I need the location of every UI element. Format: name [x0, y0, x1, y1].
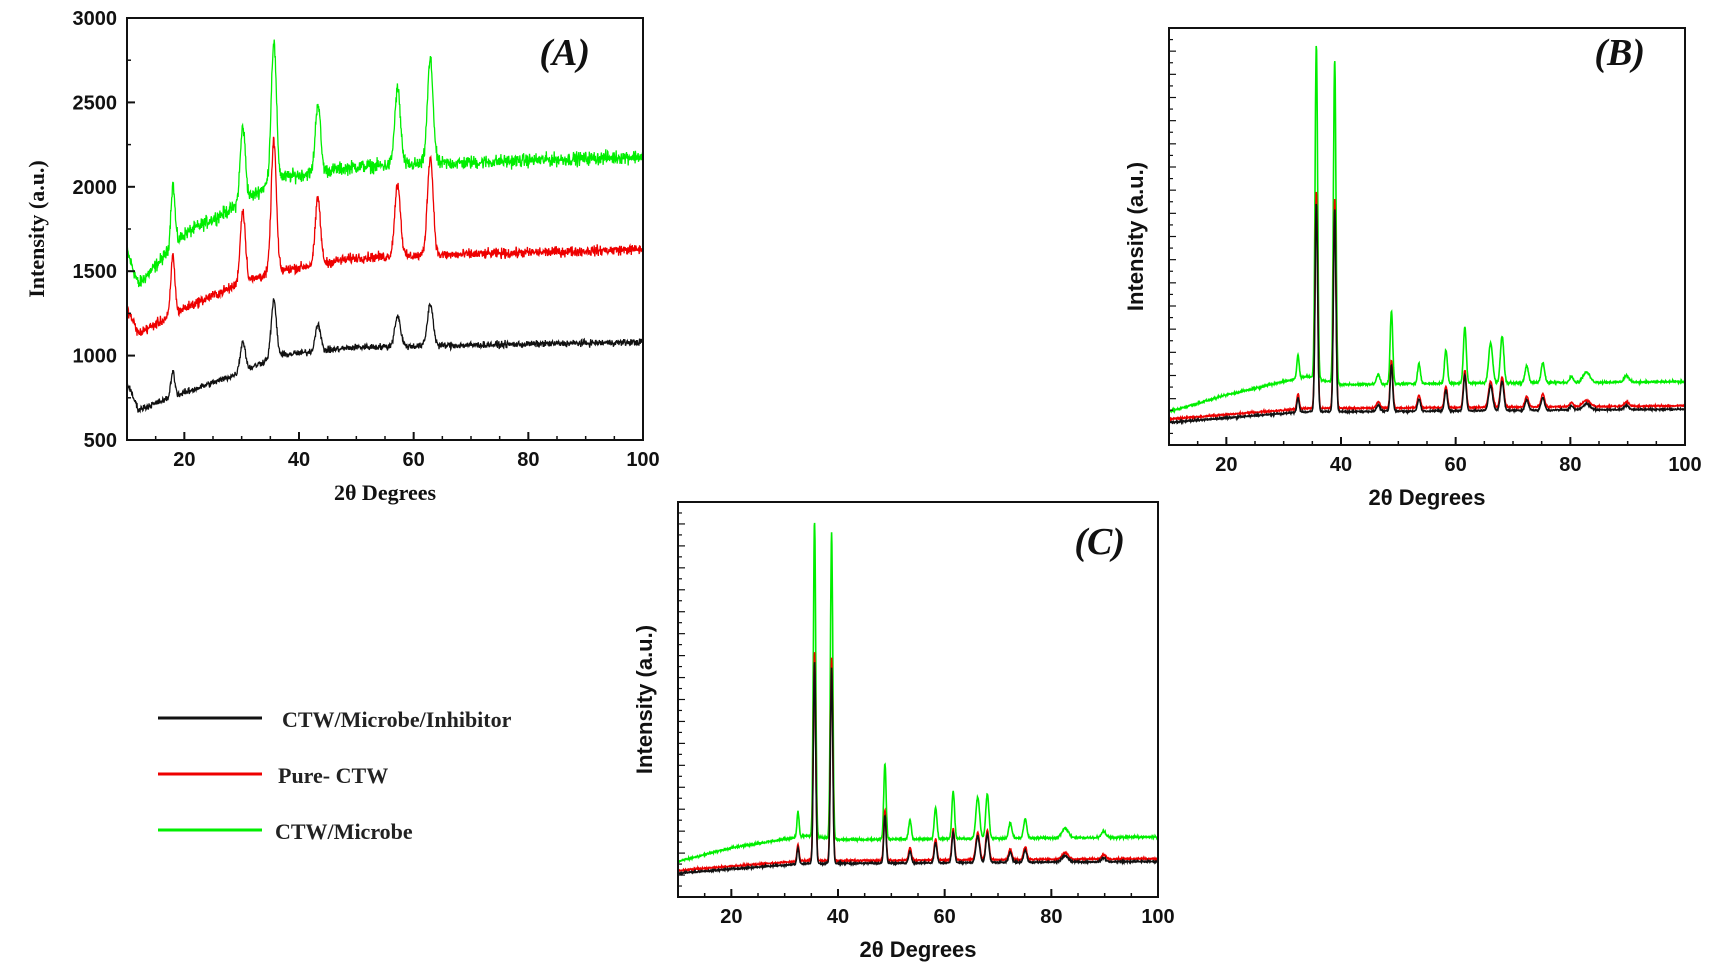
panel-c-tag: (C) — [1074, 521, 1125, 563]
panel-c-series-pure-ctw — [677, 652, 1159, 873]
panel-c-x-tick-label: 20 — [720, 906, 742, 928]
panel-b-series-microbe — [1168, 45, 1686, 415]
panel-b-x-axis-label: 2θ Degrees — [1368, 485, 1485, 510]
panel-b-series-pure-ctw — [1168, 191, 1686, 423]
panel-b-x-tick-label: 60 — [1445, 454, 1467, 476]
panel-c-series-microbe — [677, 522, 1159, 864]
legend: CTW/Microbe/Inhibitor Pure- CTW CTW/Micr… — [158, 707, 512, 844]
panel-b: 20 40 60 80 100 (B) 2θ Degrees Intensity (a.… — [1123, 27, 1702, 510]
panel-a-x-tick-label: 100 — [626, 449, 659, 471]
panel-c-y-axis-label: Intensity (a.u.) — [632, 625, 657, 774]
panel-a-y-tick-label: 1500 — [73, 261, 118, 283]
panel-b-x-tick-label: 40 — [1330, 454, 1352, 476]
panel-a-y-tick-label: 500 — [84, 430, 117, 452]
panel-a-series — [126, 39, 644, 414]
legend-label-microbe: CTW/Microbe — [275, 819, 413, 844]
legend-label-pure-ctw: Pure- CTW — [278, 763, 388, 788]
panel-a-y-axis-label: Intensity (a.u.) — [24, 160, 49, 298]
panel-c-series — [677, 522, 1159, 877]
panel-a-x-tick-label: 80 — [517, 449, 539, 471]
panel-a-y-tick-label: 2500 — [73, 92, 118, 114]
panel-b-x-tick-label: 100 — [1668, 454, 1701, 476]
panel-a-x-axis-label: 2θ Degrees — [334, 480, 437, 505]
panel-a-tag: (A) — [539, 32, 590, 74]
panel-c-ticks: 20 40 60 80 100 — [677, 512, 1175, 928]
panel-a-y-tick-label: 1000 — [73, 346, 118, 368]
legend-label-inhibitor: CTW/Microbe/Inhibitor — [282, 707, 512, 732]
panel-a-ticks: 20 40 60 80 100 500 1000 1500 2000 2500 3000 — [73, 8, 660, 471]
panel-a: 20 40 60 80 100 500 1000 1500 2000 2500 3000 (A) 2… — [24, 8, 660, 505]
panel-a-y-tick-label: 3000 — [73, 8, 118, 30]
panel-a-x-tick-label: 40 — [288, 449, 310, 471]
panel-c-x-axis-label: 2θ Degrees — [859, 937, 976, 962]
panel-b-y-axis-label: Intensity (a.u.) — [1123, 162, 1148, 311]
panel-c: 20 40 60 80 100 (C) 2θ Degrees Intensity (a.… — [632, 501, 1175, 962]
panel-b-series-inhibitor — [1168, 203, 1686, 426]
panel-a-x-tick-label: 60 — [403, 449, 425, 471]
panel-a-series-microbe — [126, 39, 644, 288]
panel-b-ticks: 20 40 60 80 100 — [1168, 38, 1702, 476]
panel-c-x-tick-label: 80 — [1040, 906, 1062, 928]
panel-a-x-tick-label: 20 — [173, 449, 195, 471]
panel-b-tag: (B) — [1594, 32, 1645, 74]
panel-b-x-tick-label: 80 — [1559, 454, 1581, 476]
panel-c-series-inhibitor — [677, 662, 1159, 877]
panel-c-x-tick-label: 100 — [1141, 906, 1174, 928]
panel-c-x-tick-label: 60 — [934, 906, 956, 928]
panel-a-y-tick-label: 2000 — [73, 177, 118, 199]
panel-a-series-pure-ctw — [126, 136, 644, 336]
panel-b-series — [1168, 45, 1686, 426]
panel-c-x-tick-label: 40 — [827, 906, 849, 928]
panel-b-x-tick-label: 20 — [1215, 454, 1237, 476]
panel-a-series-inhibitor — [126, 298, 644, 414]
